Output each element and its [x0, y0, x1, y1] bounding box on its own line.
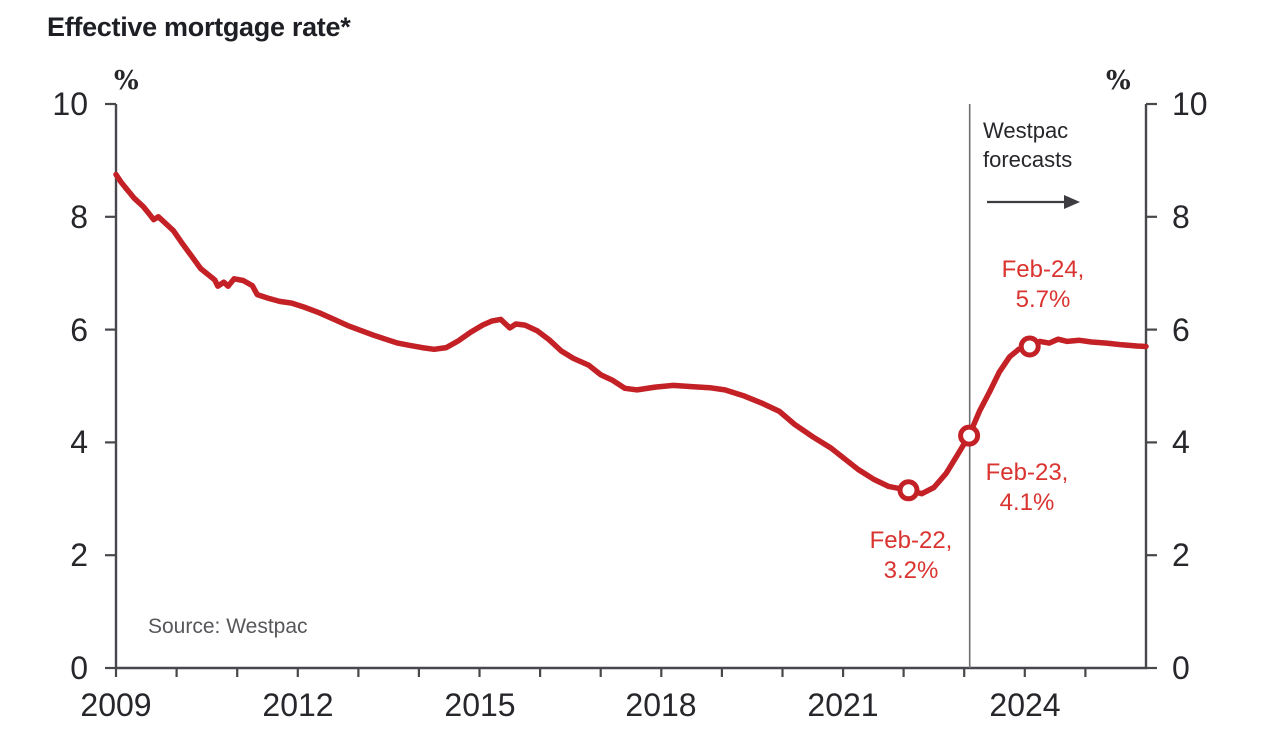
y-axis-unit-right: % [1106, 66, 1131, 96]
annotation-feb24-value: 5.7% [1015, 286, 1071, 313]
forecast-arrow-head [1064, 195, 1080, 209]
forecast-label-line2: forecasts [983, 147, 1073, 172]
series-line [113, 171, 1149, 497]
annotation-feb22: Feb-22, 3.2% [870, 526, 953, 586]
x-axis-tick-label: 2024 [989, 687, 1061, 723]
y-axis-tick-label-right: 10 [1172, 86, 1208, 122]
y-axis-tick-label-left: 4 [70, 424, 88, 460]
x-axis-tick-label: 2018 [625, 687, 697, 723]
series-marker-3 [1018, 335, 1041, 358]
annotation-feb24: Feb-24, 5.7% [1002, 255, 1085, 315]
y-axis-tick-label-right: 2 [1172, 537, 1190, 573]
chart-title: Effective mortgage rate* [47, 12, 351, 42]
y-axis-tick-label-left: 8 [70, 199, 88, 235]
x-axis-tick-label: 2015 [444, 687, 516, 723]
series-marker-1 [897, 479, 920, 502]
x-axis-tick-label: 2021 [807, 687, 879, 723]
y-axis-tick-label-left: 10 [52, 86, 88, 122]
y-axis-tick-label-right: 4 [1172, 424, 1190, 460]
annotation-feb23-date: Feb-23, [985, 459, 1069, 486]
y-axis-tick-label-right: 0 [1172, 650, 1190, 686]
forecast-label-line1: Westpac [983, 118, 1069, 143]
annotation-feb23: Feb-23, 4.1% [986, 458, 1069, 518]
y-axis-tick-label-right: 8 [1172, 199, 1190, 235]
annotation-feb22-value: 3.2% [883, 557, 939, 584]
y-axis-unit-left: % [114, 66, 139, 96]
y-axis-tick-label-right: 6 [1172, 312, 1190, 348]
y-axis-tick-label-left: 0 [70, 650, 88, 686]
x-axis-tick-label: 2012 [262, 687, 334, 723]
series-marker-2 [958, 424, 981, 447]
axis-frame [114, 104, 1148, 670]
annotation-feb22-date: Feb-22, [869, 527, 953, 554]
y-axis-tick-label-left: 6 [70, 312, 88, 348]
y-axis-tick-label-left: 2 [70, 537, 88, 573]
annotation-feb23-value: 4.1% [999, 489, 1055, 516]
source-note: Source: Westpac [148, 615, 308, 638]
annotation-feb24-date: Feb-24, [1001, 256, 1085, 283]
forecast-region-label: Westpac forecasts [983, 116, 1072, 174]
x-axis-tick-label: 2009 [80, 687, 152, 723]
